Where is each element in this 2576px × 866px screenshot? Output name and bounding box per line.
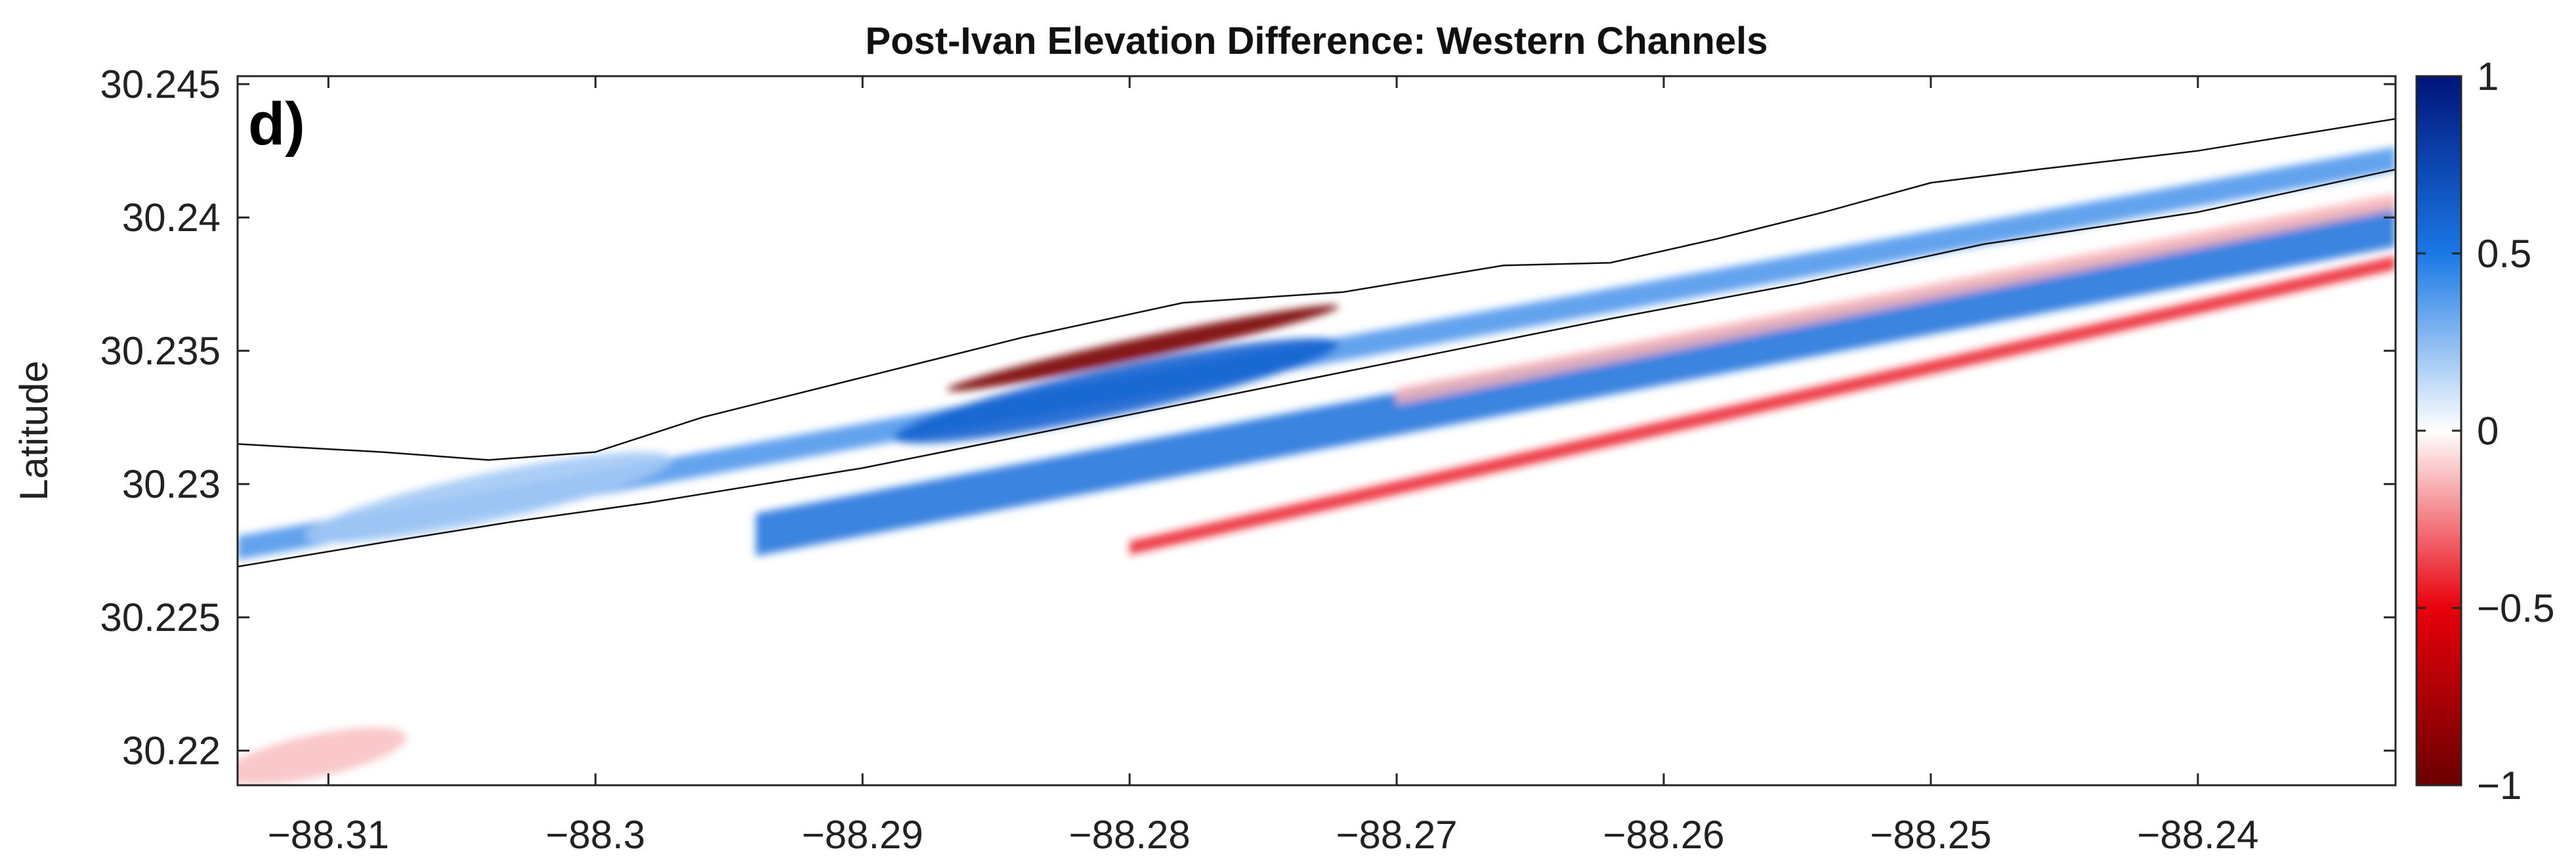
colorbar-tick-label: −0.5	[2477, 586, 2554, 630]
difference-field	[238, 146, 2396, 785]
shoreline-north	[238, 118, 2396, 461]
y-tick-label: 30.24	[122, 196, 221, 240]
x-tick-label: −88.27	[1336, 813, 1457, 857]
band-offshore-bar-south-edge	[1130, 256, 2396, 555]
colorbar-tick-label: −1	[2477, 764, 2522, 808]
plot-frame	[236, 75, 2397, 787]
y-axis-label: Latitude	[12, 360, 56, 501]
band-trough-north-edge	[1397, 193, 2396, 404]
x-tick-label: −88.31	[268, 813, 389, 857]
y-tick-label: 30.225	[100, 595, 221, 639]
x-tick-label: −88.24	[2137, 813, 2258, 857]
colorbar-ticks: 1 0.5 0 −0.5 −1	[2417, 54, 2554, 808]
x-tick-label: −88.25	[1870, 813, 1991, 857]
x-tick-label: −88.29	[802, 813, 923, 857]
x-tick-label: −88.28	[1069, 813, 1191, 857]
panel-label: d)	[248, 91, 305, 158]
band-offshore-bar-accretion	[755, 204, 2396, 556]
plot-area	[238, 118, 2396, 785]
y-tick-label: 30.23	[122, 462, 221, 506]
patch-washover-channels	[894, 337, 1339, 444]
y-axis-ticks: 30.245 30.24 30.235 30.23 30.225 30.22	[100, 62, 2396, 773]
x-tick-label: −88.26	[1603, 813, 1724, 857]
x-tick-label: −88.3	[545, 813, 645, 857]
x-axis-ticks: −88.31 −88.3 −88.29 −88.28 −88.27 −88.26 −88.2…	[268, 76, 2258, 857]
patch-western-island-mix	[305, 452, 672, 543]
colorbar-tick-label: 0.5	[2477, 232, 2531, 276]
patch-sw-corner-residual	[238, 727, 407, 785]
colorbar-tick-label: 1	[2477, 54, 2499, 98]
chart-title: Post-Ivan Elevation Difference: Western …	[865, 20, 1767, 62]
y-tick-label: 30.235	[100, 329, 221, 373]
shoreline-south	[238, 168, 2396, 568]
colorbar-tick-label: 0	[2477, 409, 2499, 453]
y-tick-label: 30.22	[122, 729, 221, 773]
y-tick-label: 30.245	[100, 62, 221, 106]
patch-dune-erosion-scarp	[946, 305, 1340, 391]
